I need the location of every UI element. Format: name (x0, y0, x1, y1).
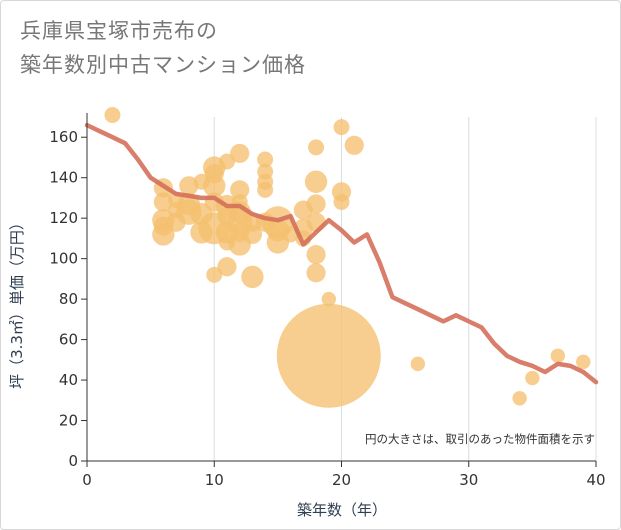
axis-layer: 0 20 40 60 80 100 120 140 160 0 10 20 30 40 (49, 113, 606, 489)
data-bubble-26 (217, 257, 237, 277)
x-axis-label: 築年数（年） (297, 501, 387, 519)
data-bubble-55 (321, 291, 336, 307)
data-bubble-40 (257, 181, 274, 198)
y-tick-label-100: 100 (49, 250, 78, 268)
data-bubble-8 (166, 212, 186, 232)
data-bubble-53 (306, 245, 326, 265)
y-tick-label-120: 120 (49, 209, 78, 227)
data-bubble-37 (257, 151, 274, 168)
data-bubble-59 (333, 193, 350, 210)
x-tick-label-10: 10 (205, 471, 224, 489)
y-tick-label-160: 160 (49, 128, 78, 146)
data-bubble-12 (193, 173, 210, 190)
data-bubble-63 (525, 370, 540, 386)
data-bubble-2 (153, 192, 173, 212)
data-bubble-28 (230, 180, 250, 200)
bubble-size-note: 円の大きさは、取引のあった物件面積を示す (365, 432, 595, 446)
data-bubble-64 (550, 348, 566, 363)
data-bubble-49 (308, 139, 325, 156)
trend-line-layer (84, 122, 599, 385)
x-tick-label-0: 0 (82, 471, 92, 489)
y-tick-label-0: 0 (68, 452, 78, 470)
data-bubble-27 (230, 143, 250, 164)
chart-title-line-2: 築年数別中古マンション価格 (20, 53, 306, 77)
bubble-layer (104, 106, 591, 408)
y-tick-label-80: 80 (59, 290, 78, 308)
data-bubble-36 (241, 265, 264, 289)
data-bubble-54 (306, 263, 326, 283)
data-bubble-21 (218, 153, 235, 170)
data-bubble-25 (218, 234, 235, 251)
data-bubble-50 (304, 170, 328, 193)
y-axis-label: 坪（3.3㎡）単価（万円） (8, 215, 26, 389)
y-tick-label-60: 60 (59, 331, 78, 349)
y-tick-label-20: 20 (59, 412, 78, 430)
x-tick-label-40: 40 (586, 471, 605, 489)
data-bubble-16 (204, 164, 224, 184)
data-bubble-60 (344, 135, 364, 155)
chart-title-line-1: 兵庫県宝塚市売布の (20, 19, 218, 43)
data-bubble-57 (333, 119, 350, 136)
data-bubble-62 (512, 391, 527, 406)
data-bubble-61 (410, 356, 426, 372)
data-bubble-35 (242, 224, 263, 244)
data-bubble-14 (190, 221, 213, 244)
data-bubble-0 (104, 106, 121, 123)
data-bubble-13 (190, 202, 213, 226)
y-tick-label-40: 40 (59, 371, 78, 389)
data-bubble-7 (168, 202, 185, 219)
trend-line (84, 122, 599, 385)
x-tick-label-20: 20 (332, 471, 351, 489)
x-tick-label-30: 30 (459, 471, 478, 489)
data-bubble-23 (217, 206, 237, 226)
data-bubble-51 (306, 194, 326, 214)
data-bubble-20 (206, 266, 223, 283)
data-bubble-56 (276, 303, 381, 408)
data-bubble-65 (576, 354, 591, 370)
chart-title: 兵庫県宝塚市売布の 築年数別中古マンション価格 (20, 14, 306, 82)
y-tick-label-140: 140 (49, 169, 78, 187)
